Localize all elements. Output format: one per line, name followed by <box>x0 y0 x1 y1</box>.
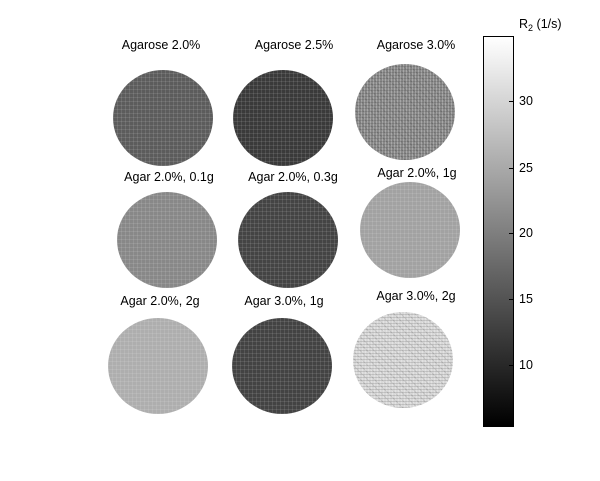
colorbar-tick-label: 15 <box>519 292 533 306</box>
panel-title: Agar 2.0%, 0.3g <box>248 170 338 184</box>
sample-disc <box>355 64 455 160</box>
sample-disc <box>117 192 217 288</box>
colorbar-tick <box>509 168 514 169</box>
panel-title: Agarose 2.5% <box>254 38 334 52</box>
colorbar-tick <box>509 233 514 234</box>
colorbar-title: R2 (1/s) <box>519 17 562 33</box>
colorbar-tick-label: 20 <box>519 226 533 240</box>
panel-title: Agar 2.0%, 1g <box>377 166 457 180</box>
colorbar-tick <box>509 101 514 102</box>
colorbar-tick-label: 10 <box>519 358 533 372</box>
sample-disc <box>108 318 208 414</box>
panel-title: Agar 2.0%, 0.1g <box>124 170 214 184</box>
panel-title: Agarose 2.0% <box>121 38 201 52</box>
colorbar-tick <box>509 299 514 300</box>
panel-title: Agar 3.0%, 1g <box>244 294 324 308</box>
sample-disc <box>238 192 338 288</box>
colorbar-tick-label: 30 <box>519 94 533 108</box>
panel-title: Agar 3.0%, 2g <box>376 289 456 303</box>
colorbar-tick <box>509 365 514 366</box>
sample-disc <box>232 318 332 414</box>
panel-title: Agarose 3.0% <box>376 38 456 52</box>
sample-disc <box>113 70 213 166</box>
sample-disc <box>233 70 333 166</box>
panel-title: Agar 2.0%, 2g <box>120 294 200 308</box>
sample-disc <box>360 182 460 278</box>
sample-disc <box>353 312 453 408</box>
colorbar-tick-label: 25 <box>519 161 533 175</box>
colorbar <box>483 36 514 427</box>
